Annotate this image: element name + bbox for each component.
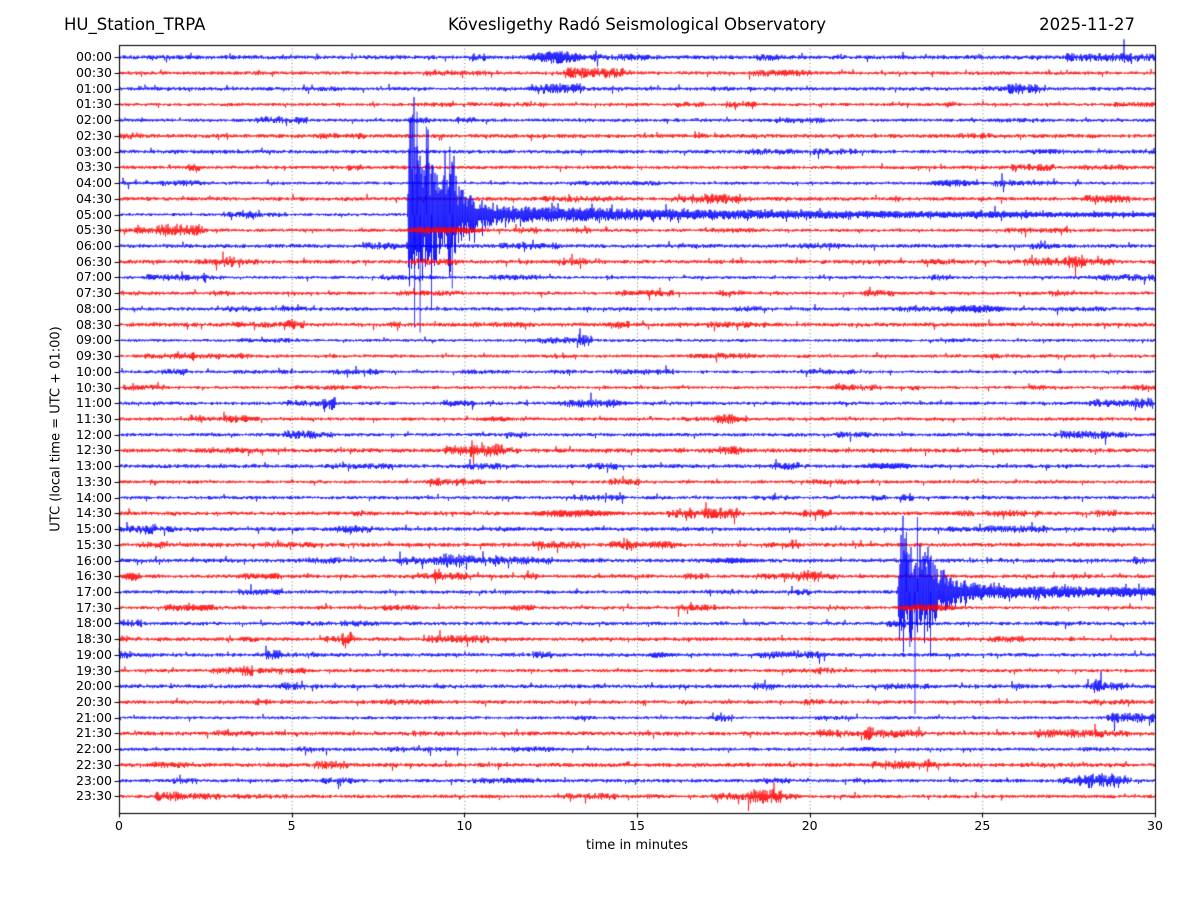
y-tick-label: 17:00 — [75, 583, 112, 599]
y-tick-label: 23:30 — [75, 788, 112, 804]
y-tick-label: 05:00 — [75, 206, 112, 222]
y-tick-label: 22:30 — [75, 756, 112, 772]
y-tick-label: 07:00 — [75, 269, 112, 285]
y-tick-label: 14:30 — [75, 505, 112, 521]
y-tick-label: 10:30 — [75, 379, 112, 395]
y-tick-label: 18:00 — [75, 615, 112, 631]
y-tick-label: 23:00 — [75, 772, 112, 788]
x-tick-label: 10 — [456, 818, 473, 833]
y-tick-label: 14:00 — [75, 489, 112, 505]
y-tick-label: 17:30 — [75, 599, 112, 615]
y-tick-label: 04:00 — [75, 175, 112, 191]
y-tick-label: 12:30 — [75, 442, 112, 458]
x-tick-label: 5 — [287, 818, 296, 833]
y-tick-label: 22:00 — [75, 741, 112, 757]
y-tick-label: 11:30 — [75, 410, 112, 426]
y-tick-label: 08:30 — [75, 316, 112, 332]
x-tick-label: 15 — [629, 818, 645, 833]
station-title: HU_Station_TRPA — [64, 15, 206, 34]
y-tick-label: 03:00 — [75, 143, 112, 159]
y-tick-label: 01:00 — [75, 80, 112, 96]
y-tick-label: 06:30 — [75, 253, 112, 269]
y-tick-label: 06:00 — [75, 238, 112, 253]
y-tick-label: 16:00 — [75, 552, 112, 568]
y-tick-label: 13:00 — [75, 458, 112, 474]
x-tick-label: 30 — [1147, 818, 1163, 833]
y-tick-label: 21:30 — [75, 725, 112, 741]
x-tick-label: 0 — [115, 818, 123, 833]
y-tick-label: 20:30 — [75, 694, 112, 710]
y-tick-label: 11:00 — [75, 395, 112, 411]
y-tick-label: 09:30 — [75, 348, 112, 364]
x-tick-label: 25 — [974, 818, 991, 833]
y-tick-label: 00:30 — [75, 65, 112, 81]
y-tick-label: 01:30 — [75, 96, 112, 112]
y-tick-label: 02:30 — [75, 127, 112, 143]
y-tick-label: 19:30 — [75, 662, 112, 678]
y-tick-label: 07:30 — [75, 285, 112, 301]
y-tick-label: 09:00 — [75, 332, 112, 348]
y-tick-label: 08:00 — [75, 300, 112, 316]
y-tick-label: 15:30 — [75, 536, 112, 552]
y-tick-label: 10:00 — [75, 363, 112, 379]
y-tick-label: 00:00 — [75, 49, 112, 65]
y-tick-label: 15:00 — [75, 521, 112, 537]
x-tick-label: 20 — [801, 818, 818, 833]
y-tick-label: 13:30 — [75, 473, 112, 489]
x-axis-title: time in minutes — [585, 838, 689, 853]
observatory-title: Kövesligethy Radó Seismological Observat… — [447, 15, 827, 34]
y-tick-label: 21:00 — [75, 709, 112, 725]
y-tick-label: 19:00 — [75, 646, 112, 662]
y-tick-label: 02:00 — [75, 112, 112, 128]
y-tick-label: 04:30 — [75, 190, 112, 206]
y-tick-label: 05:30 — [75, 222, 112, 238]
y-tick-label: 03:30 — [75, 159, 112, 175]
y-tick-label: 18:30 — [75, 631, 112, 647]
date-title: 2025-11-27 — [1039, 15, 1135, 34]
y-tick-label: 16:30 — [75, 568, 112, 584]
y-tick-label: 20:00 — [75, 678, 112, 694]
y-tick-label: 12:00 — [75, 426, 112, 442]
